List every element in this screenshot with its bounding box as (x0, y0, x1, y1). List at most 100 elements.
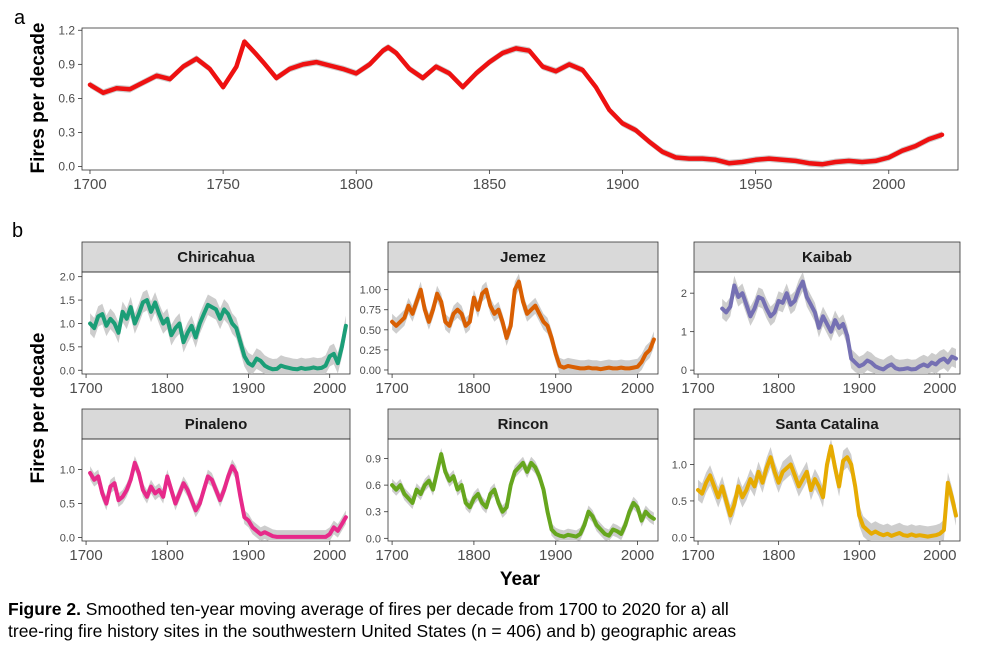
x-tick-label: 1900 (539, 380, 572, 397)
panel-border-jemez (387, 271, 659, 375)
panel-jemez: Jemez 0.00 0.25 0.50 0.75 1.00 1700 1800 1900 200… (360, 241, 659, 397)
confidence-band-kaibab (722, 272, 956, 374)
y-tick-label: 0.3 (58, 126, 75, 140)
y-tick-label: 0.0 (60, 365, 75, 377)
panel-santa-catalina: Santa Catalina 0.0 0.5 1.0 1700 1800 1900 2000 (672, 408, 961, 564)
panel-border-pinaleno (81, 438, 351, 542)
figure-2: a b Fires per decade Fires per decade Ye… (12, 7, 961, 590)
panel-b-x-axis-title: Year (500, 569, 541, 590)
panel-a: 0.0 0.3 0.6 0.9 1.2 1700 1750 1800 1850 1900 1950 2… (58, 23, 959, 193)
y-tick-label: 2.0 (60, 272, 75, 284)
facet-title-kaibab: Kaibab (802, 249, 852, 266)
caption-line-2: tree-ring fire history sites in the sout… (8, 621, 737, 641)
y-tick-label: 0.0 (58, 160, 75, 174)
y-tick-label: 1.0 (60, 465, 75, 477)
y-tick-label: 2 (681, 288, 687, 300)
x-tick-label: 1900 (539, 547, 572, 564)
x-tick-label: 1800 (151, 380, 184, 397)
series-line-a (87, 39, 945, 167)
facet-title-chiricahua: Chiricahua (177, 249, 255, 266)
y-tick-label: 0.25 (360, 345, 381, 357)
facet-strip-santa-catalina (693, 408, 961, 440)
facet-strip-kaibab (693, 241, 961, 273)
panel-border-chiricahua (81, 271, 351, 375)
x-tick-label: 1900 (232, 547, 265, 564)
confidence-band-jemez (392, 273, 654, 374)
x-tick-label: 1700 (69, 547, 102, 564)
x-tick-label: 1700 (375, 380, 408, 397)
x-tick-label: 2000 (621, 380, 654, 397)
plot-panels: 0.0 0.3 0.6 0.9 1.2 1700 1750 1800 1850 1900 1950 2… (58, 23, 961, 564)
y-tick-label: 0.9 (366, 454, 381, 466)
facet-strip-pinaleno (81, 408, 351, 440)
y-tick-label: 0.00 (360, 365, 381, 377)
y-tick-label: 0.0 (60, 533, 75, 545)
x-tick-label: 1850 (473, 176, 506, 193)
series-line-rincon (390, 452, 656, 539)
x-tick-label: 1900 (843, 380, 876, 397)
y-tick-label: 0.5 (60, 342, 75, 354)
panel-border-a (81, 27, 959, 171)
y-tick-label: 0.75 (360, 305, 381, 317)
x-tick-label: 1900 (232, 380, 265, 397)
y-tick-label: 1.00 (360, 285, 381, 297)
x-tick-label: 2000 (313, 547, 346, 564)
x-tick-label: 2000 (923, 547, 956, 564)
facet-title-santa-catalina: Santa Catalina (775, 416, 879, 433)
y-tick-label: 0.6 (58, 91, 75, 105)
y-tick-label: 1.0 (60, 318, 75, 330)
x-tick-label: 1900 (843, 547, 876, 564)
panel-chiricahua: Chiricahua 0.0 0.5 1.0 1.5 2.0 1700 1800 1900 200… (60, 241, 351, 397)
y-tick-label: 0.3 (366, 507, 381, 519)
panel-kaibab: Kaibab 0 1 2 1700 1800 1900 2000 (681, 241, 961, 397)
series-line-pinaleno (88, 460, 348, 539)
x-tick-label: 1800 (151, 547, 184, 564)
panel-border-rincon (387, 438, 659, 542)
y-tick-label: 0.6 (366, 480, 381, 492)
x-tick-label: 2000 (313, 380, 346, 397)
x-tick-label: 2000 (621, 547, 654, 564)
x-tick-label: 1800 (762, 380, 795, 397)
caption-lead: Figure 2. (8, 599, 81, 619)
y-tick-label: 0.5 (672, 496, 687, 508)
panel-rincon: Rincon 0.0 0.3 0.6 0.9 1700 1800 1900 2000 (366, 408, 659, 564)
series-line-santa-catalina (696, 444, 958, 539)
x-tick-label: 1700 (69, 380, 102, 397)
x-tick-label: 1800 (457, 547, 490, 564)
x-tick-label: 1800 (340, 176, 373, 193)
panel-a-label: a (14, 7, 26, 29)
confidence-band-a (90, 38, 942, 168)
x-tick-label: 1700 (375, 547, 408, 564)
y-tick-label: 0.50 (360, 325, 381, 337)
y-tick-label: 0.0 (366, 533, 381, 545)
x-tick-label: 1950 (739, 176, 772, 193)
y-tick-label: 1.0 (672, 460, 687, 472)
facet-title-jemez: Jemez (500, 249, 546, 266)
y-tick-label: 0 (681, 365, 687, 377)
y-tick-label: 1.2 (58, 23, 75, 37)
facet-strip-jemez (387, 241, 659, 273)
y-tick-label: 0.0 (672, 532, 687, 544)
panel-border-santa-catalina (693, 438, 961, 542)
facet-title-pinaleno: Pinaleno (185, 416, 248, 433)
x-tick-label: 1700 (681, 380, 714, 397)
x-tick-label: 1900 (606, 176, 639, 193)
series-line-chiricahua (88, 298, 348, 372)
x-tick-label: 2000 (923, 380, 956, 397)
y-tick-label: 0.9 (58, 57, 75, 71)
x-tick-label: 1800 (457, 380, 490, 397)
y-tick-label: 0.5 (60, 499, 75, 511)
facet-title-rincon: Rincon (498, 416, 549, 433)
caption-line-1: Smoothed ten-year moving average of fire… (80, 599, 729, 619)
x-tick-label: 1700 (73, 176, 106, 193)
series-line-kaibab (720, 279, 958, 372)
x-tick-label: 1750 (206, 176, 239, 193)
x-tick-label: 2000 (872, 176, 905, 193)
series-line-jemez (390, 279, 656, 372)
panel-a-y-axis-title: Fires per decade (28, 22, 49, 173)
confidence-band-chiricahua (90, 289, 346, 374)
y-tick-label: 1.5 (60, 295, 75, 307)
x-tick-label: 1800 (762, 547, 795, 564)
panel-b-y-axis-title: Fires per decade (28, 332, 49, 483)
x-tick-label: 1700 (681, 547, 714, 564)
